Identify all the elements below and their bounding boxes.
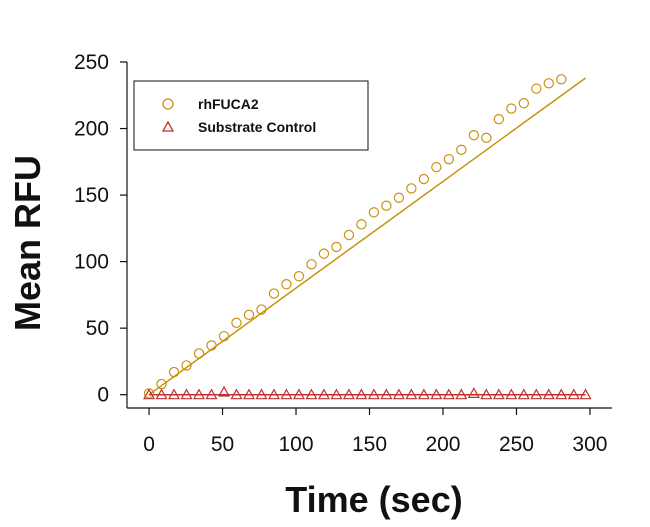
data-point-circle [356,219,367,230]
data-point-circle [343,229,355,241]
x-ticks: 0 50 100 150 200 250 300 [143,408,607,456]
data-point-triangle [417,388,430,400]
legend-marker-substrate-control [161,120,175,132]
data-point-triangle [579,388,592,400]
data-point-triangle [505,388,518,400]
data-point-triangle [367,388,380,400]
legend-box [133,80,369,151]
data-point-circle [506,103,517,114]
data-point-circle [268,288,280,299]
fit-line-0 [148,77,586,396]
data-point-circle [456,144,467,156]
y-tick-label: 250 [74,51,109,74]
x-tick-label: 100 [278,433,313,456]
fit-lines [148,77,586,396]
data-point-circle [418,173,430,185]
x-tick-label: 250 [499,433,534,456]
data-point-triangle [380,388,393,400]
data-point-triangle [217,385,231,397]
x-tick-label: 50 [211,433,234,456]
data-point-circle [518,98,530,109]
data-point-circle [381,200,392,211]
data-point-triangle [442,388,455,400]
y-axis-title: Mean RFU [7,155,48,331]
data-point-circle [406,183,417,194]
data-point-circle [481,132,492,144]
x-tick-label: 150 [352,433,387,456]
data-point-circle [443,153,455,165]
data-point-triangle [330,388,343,400]
data-point-triangle [155,388,168,400]
data-point-triangle [205,388,218,400]
data-point-circle [431,161,442,173]
y-ticks: 0 50 100 150 200 250 [74,51,127,407]
data-point-triangle [305,388,318,400]
data-point-circle [168,366,180,378]
data-point-triangle [480,388,493,400]
y-tick-label: 100 [74,251,109,274]
x-tick-label: 300 [572,433,607,456]
data-point-triangle [555,388,568,400]
y-tick-label: 150 [74,184,109,207]
data-point-circle [193,348,205,359]
data-point-circle [281,279,292,290]
data-point-circle [368,207,380,218]
data-point-triangle [242,388,256,400]
data-point-circle [493,114,505,125]
y-tick-label: 0 [97,384,109,407]
data-point-triangle [530,388,543,400]
data-point-triangle [192,388,206,400]
data-point-triangle [355,388,368,400]
data-point-circle [543,78,555,89]
legend: rhFUCA2 Substrate Control [133,80,369,151]
data-point-triangle [392,388,405,400]
y-tick-label: 200 [74,118,109,141]
data-point-triangle [405,388,418,400]
data-point-circle [256,304,267,315]
data-point-triangle [168,388,181,400]
data-point-triangle [143,388,156,400]
legend-marker-rhfuca2 [162,98,174,110]
data-point-triangle [492,388,505,400]
data-point-circle [293,271,305,282]
data-point-triangle [317,388,330,400]
data-point-triangle [292,388,305,400]
data-point-circle [393,192,405,203]
data-markers [143,74,592,400]
x-axis-title: Time (sec) [285,479,462,520]
data-point-circle [181,360,192,371]
data-point-circle [206,340,217,351]
data-point-triangle [467,387,480,398]
data-point-triangle [255,388,268,400]
legend-label-substrate-control: Substrate Control [198,119,316,135]
data-point-circle [218,330,230,342]
x-tick-label: 200 [425,433,460,456]
data-point-circle [243,309,255,321]
data-point-triangle [517,388,530,400]
data-point-triangle [430,388,443,400]
data-point-triangle [342,388,355,400]
data-point-circle [306,259,317,270]
axes: 0 50 100 150 200 250 0 50 100 150 200 250 300 [74,51,612,456]
data-point-triangle [180,388,193,400]
data-point-circle [331,241,342,253]
data-point-triangle [280,388,293,400]
data-point-circle [318,248,330,259]
data-point-triangle [542,388,555,400]
y-tick-label: 50 [86,317,109,340]
legend-label-rhfuca2: rhFUCA2 [198,96,259,112]
data-point-triangle [230,388,243,400]
data-point-circle [556,74,567,85]
x-tick-label: 0 [143,433,155,456]
data-point-circle [231,317,242,329]
data-point-triangle [455,388,468,400]
data-point-triangle [267,388,280,400]
data-point-circle [531,83,542,94]
data-point-circle [468,129,480,141]
data-point-triangle [567,388,580,400]
